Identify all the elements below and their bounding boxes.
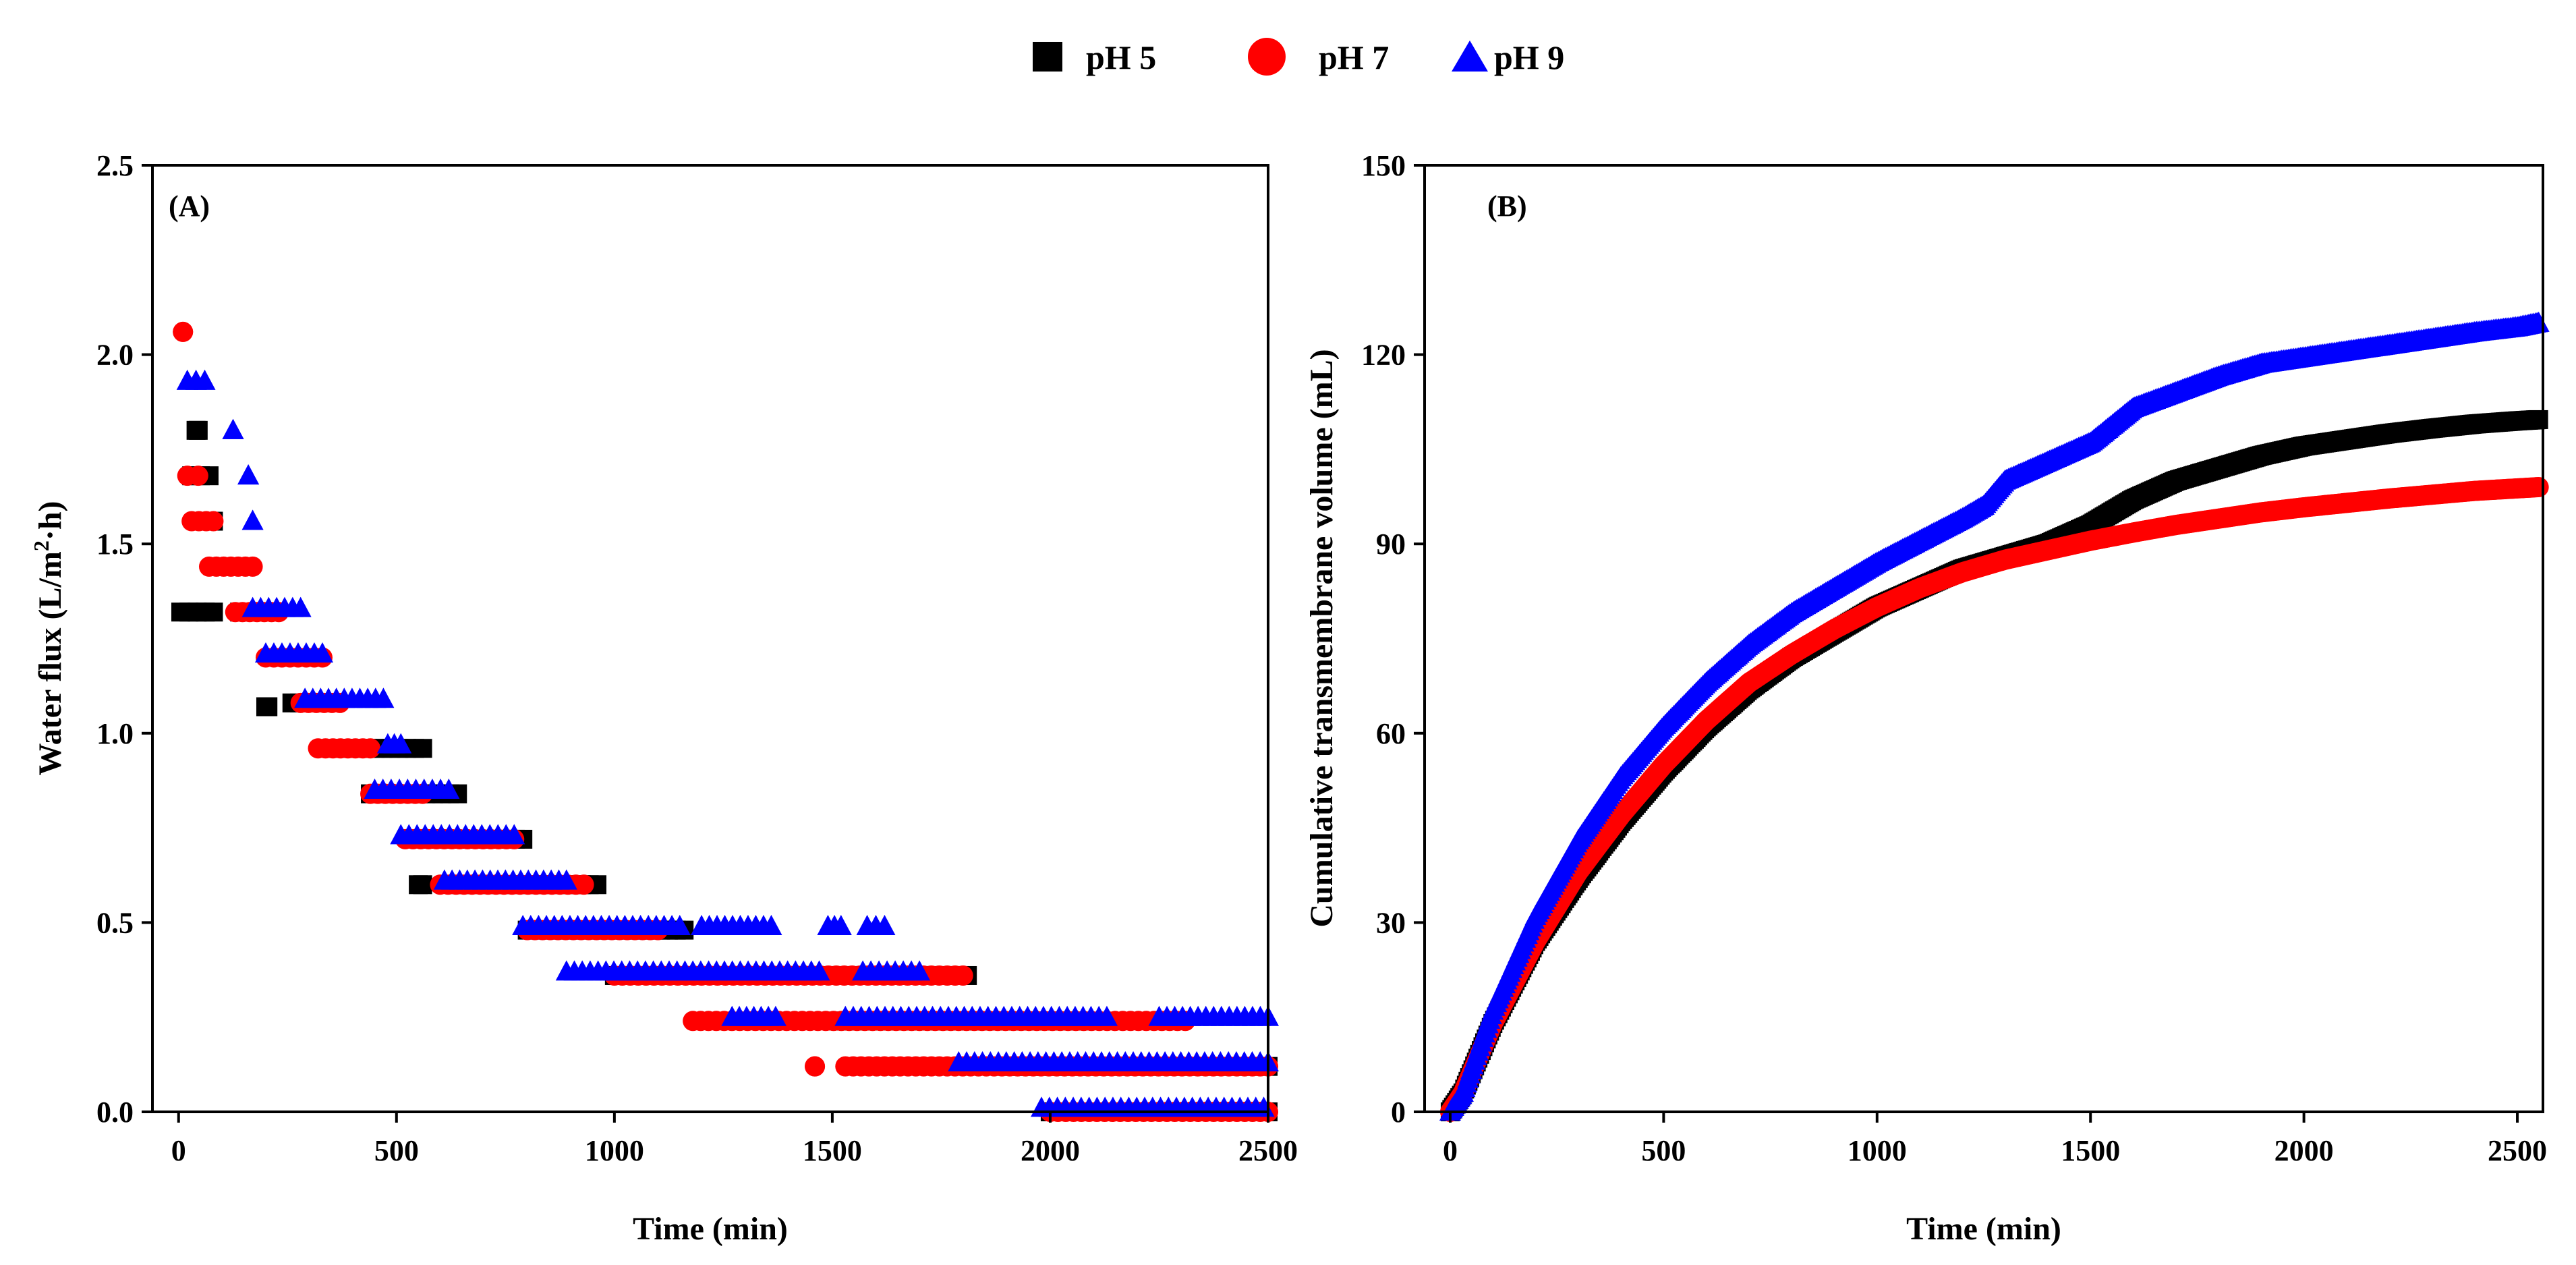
panel-a-tag: (A) [169,190,210,223]
legend-label-ph5: pH 5 [1086,38,1156,76]
legend-marker-ph5 [1033,42,1062,72]
panel-a-point-ph7 [805,1056,826,1077]
panel-a-point-ph9 [503,824,525,845]
panel-a-x-tick-label: 2500 [1238,1134,1298,1167]
panel-a-y-tick-label: 1.0 [96,717,134,750]
panel-b-point-ph5 [2529,410,2548,429]
legend: pH 5 pH 7 pH 9 [1033,38,1564,76]
panel-b-x-tick-label: 500 [1641,1134,1686,1167]
panel-b-y-tick-label: 120 [1361,339,1406,372]
panel-b-tag: (B) [1487,190,1527,223]
panel-a-point-ph9 [760,915,782,936]
panel-a-point-ph9 [372,687,395,708]
panel-a-point-ph5 [413,739,432,758]
panel-a-point-ph9 [830,915,852,936]
panel-a-point-ph7 [188,466,208,486]
panel-a-point-ph9 [1095,1005,1118,1026]
panel-a-point-ph9 [289,596,312,617]
panel-b-x-tick-label: 1500 [2061,1134,2120,1167]
panel-a-ylabel: Water flux (L/m2·h) [29,501,68,775]
panel-a: 0 500 1000 1500 2000 2500 0.0 0.5 1.0 1.5 2.0 2.5 (… [29,149,1298,1247]
legend-marker-ph7 [1248,38,1286,76]
legend-marker-ph9 [1452,40,1488,72]
panel-a-y-tick-label: 0.0 [96,1096,134,1129]
panel-a-point-ph9 [241,509,264,530]
panel-a-x-tick-label: 1000 [585,1134,644,1167]
panel-a-point-ph9 [874,915,896,936]
panel-a-y-tick-label: 2.0 [96,339,134,372]
panel-a-point-ph9 [808,960,830,981]
panel-b-x-tick-label: 1000 [1848,1134,1907,1167]
panel-a-point-ph7 [360,738,381,759]
panel-b-plot-frame [1423,164,2544,1113]
panel-b-y-tick-label: 90 [1376,528,1406,561]
panel-b-plot-points [1439,311,2550,1122]
panel-b: 0 500 1000 1500 2000 2500 0 30 60 90 120 150 (B) Ti… [1304,149,2550,1247]
panel-a-point-ph9 [438,778,460,799]
panel-a-point-ph9 [390,733,412,754]
panel-a-ylabel-part2: ·h) [32,501,68,540]
panel-b-xlabel: Time (min) [1906,1211,2061,1247]
panel-a-point-ph9 [194,369,216,390]
panel-b-point-ph7 [2528,477,2549,498]
panel-a-y-tick-label: 1.5 [96,528,134,561]
panel-b-y-tick-label: 60 [1376,717,1406,750]
panel-b-x-tick-label: 2000 [2274,1134,2334,1167]
panel-a-x-tick-label: 1500 [803,1134,862,1167]
panel-a-point-ph9 [668,915,691,936]
panel-a-point-ph7 [573,874,594,895]
panel-a-ylabel-superscript: 2 [29,540,53,551]
panel-b-y-tick-label: 30 [1376,906,1406,939]
panel-a-xlabel: Time (min) [633,1211,788,1247]
panel-a-point-ph9 [311,642,333,663]
panel-b-y-tick-label: 0 [1391,1096,1406,1129]
panel-a-point-ph9 [222,418,244,439]
panel-a-y-tick-label: 2.5 [96,149,134,182]
panel-a-point-ph5 [188,420,208,440]
panel-a-point-ph9 [555,869,577,890]
panel-a-point-ph9 [237,464,260,485]
panel-b-y-tick-label: 150 [1361,149,1406,182]
panel-b-x-tick-label: 0 [1443,1134,1458,1167]
legend-label-ph9: pH 9 [1494,38,1564,76]
panel-a-point-ph5 [258,697,278,716]
panel-b-ticks: 0 500 1000 1500 2000 2500 0 30 60 90 120 150 [1361,149,2547,1167]
panel-a-point-ph7 [242,556,263,577]
panel-a-point-ph5 [413,875,432,895]
panel-a-x-tick-label: 2000 [1021,1134,1080,1167]
legend-label-ph7: pH 7 [1319,38,1389,76]
panel-a-x-tick-label: 500 [374,1134,419,1167]
panel-a-plot-points [171,321,1279,1122]
panel-a-ylabel-part1: Water flux (L/m [32,551,68,775]
panel-a-x-tick-label: 0 [171,1134,186,1167]
panel-a-point-ph9 [764,1005,786,1026]
panel-a-plot-frame [151,164,1269,1113]
panel-a-point-ph5 [204,602,223,622]
panel-b-ylabel: Cumulative transmembrane volume (mL) [1304,349,1340,927]
panel-a-y-tick-label: 0.5 [96,906,134,939]
panel-b-x-tick-label: 2500 [2488,1134,2547,1167]
panel-a-ticks: 0 500 1000 1500 2000 2500 0.0 0.5 1.0 1.5 2.0 2.5 [96,149,1298,1167]
panel-a-point-ph7 [173,321,194,342]
panel-a-point-ph9 [909,960,931,981]
panel-a-point-ph7 [952,965,973,986]
panel-a-point-ph7 [203,511,224,532]
